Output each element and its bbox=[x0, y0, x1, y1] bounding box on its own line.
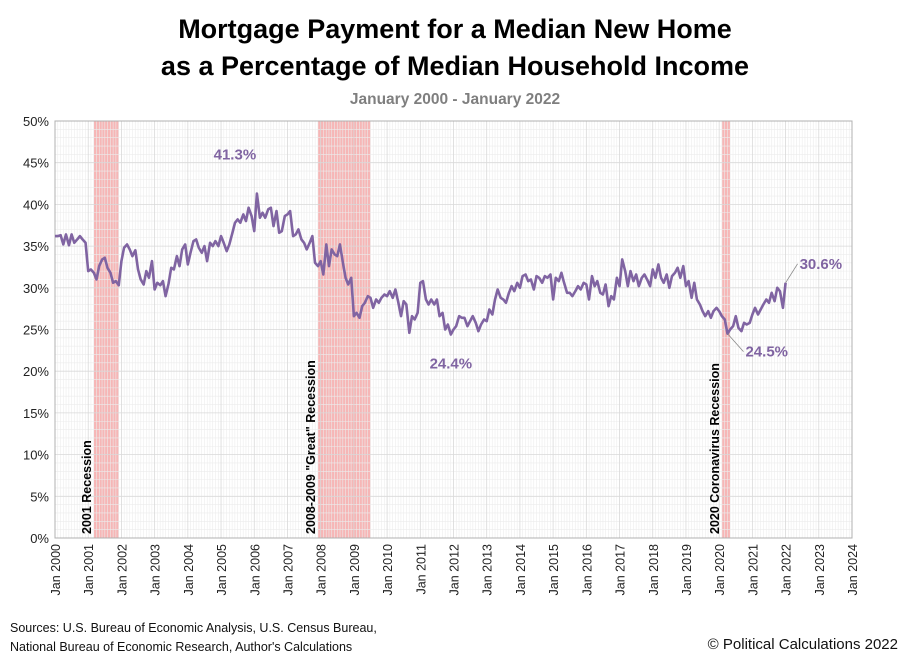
annotation-leader bbox=[785, 263, 798, 284]
y-tick-label: 35% bbox=[23, 239, 49, 254]
x-tick-label: Jan 2009 bbox=[348, 544, 362, 595]
x-tick-label: Jan 2015 bbox=[547, 544, 561, 595]
annotation-label: 24.5% bbox=[745, 344, 788, 361]
annotation-label: 24.4% bbox=[430, 356, 473, 373]
copyright-text: © Political Calculations 2022 bbox=[707, 636, 898, 653]
y-tick-label: 40% bbox=[23, 197, 49, 212]
x-tick-label: Jan 2006 bbox=[248, 544, 262, 595]
x-tick-label: Jan 2002 bbox=[115, 544, 129, 595]
x-tick-label: Jan 2012 bbox=[448, 544, 462, 595]
sources-line2: National Bureau of Economic Research, Au… bbox=[10, 640, 353, 654]
y-tick-label: 5% bbox=[30, 489, 49, 504]
y-tick-label: 15% bbox=[23, 406, 49, 421]
x-tick-label: Jan 2023 bbox=[813, 544, 827, 595]
recession-label: 2008-2009 "Great" Recession bbox=[304, 360, 318, 534]
y-tick-label: 45% bbox=[23, 156, 49, 171]
sources-line1: Sources: U.S. Bureau of Economic Analysi… bbox=[10, 621, 377, 635]
x-tick-label: Jan 2022 bbox=[780, 544, 794, 595]
annotation-label: 30.6% bbox=[800, 256, 843, 273]
recession-label: 2001 Recession bbox=[80, 440, 94, 534]
x-tick-label: Jan 2000 bbox=[49, 544, 63, 595]
y-tick-label: 0% bbox=[30, 531, 49, 546]
x-tick-label: Jan 2019 bbox=[680, 544, 694, 595]
y-tick-label: 30% bbox=[23, 281, 49, 296]
x-tick-label: Jan 2011 bbox=[414, 544, 428, 595]
x-tick-label: Jan 2007 bbox=[281, 544, 295, 595]
x-tick-label: Jan 2013 bbox=[481, 544, 495, 595]
x-tick-label: Jan 2005 bbox=[215, 544, 229, 595]
x-tick-label: Jan 2010 bbox=[381, 544, 395, 595]
x-tick-label: Jan 2003 bbox=[149, 544, 163, 595]
recession-label: 2020 Coronavirus Recession bbox=[708, 363, 722, 534]
x-tick-label: Jan 2018 bbox=[647, 544, 661, 595]
chart-subtitle: January 2000 - January 2022 bbox=[349, 91, 561, 108]
x-tick-label: Jan 2024 bbox=[846, 544, 860, 595]
y-tick-label: 10% bbox=[23, 448, 49, 463]
annotation-leader bbox=[727, 333, 744, 352]
x-tick-label: Jan 2014 bbox=[514, 544, 528, 595]
x-tick-label: Jan 2016 bbox=[580, 544, 594, 595]
annotation-label: 41.3% bbox=[214, 147, 257, 164]
x-tick-label: Jan 2004 bbox=[182, 544, 196, 595]
y-tick-label: 50% bbox=[23, 114, 49, 129]
plot-frame bbox=[54, 120, 853, 539]
chart-title-line2: as a Percentage of Median Household Inco… bbox=[160, 51, 750, 81]
y-tick-label: 20% bbox=[23, 364, 49, 379]
x-tick-label: Jan 2017 bbox=[614, 544, 628, 595]
y-tick-label: 25% bbox=[23, 323, 49, 338]
x-tick-label: Jan 2021 bbox=[746, 544, 760, 595]
x-tick-label: Jan 2020 bbox=[713, 544, 727, 595]
x-tick-label: Jan 2001 bbox=[82, 544, 96, 595]
chart-title-line1: Mortgage Payment for a Median New Home bbox=[178, 14, 732, 44]
x-tick-label: Jan 2008 bbox=[315, 544, 329, 595]
series-line bbox=[55, 192, 787, 336]
